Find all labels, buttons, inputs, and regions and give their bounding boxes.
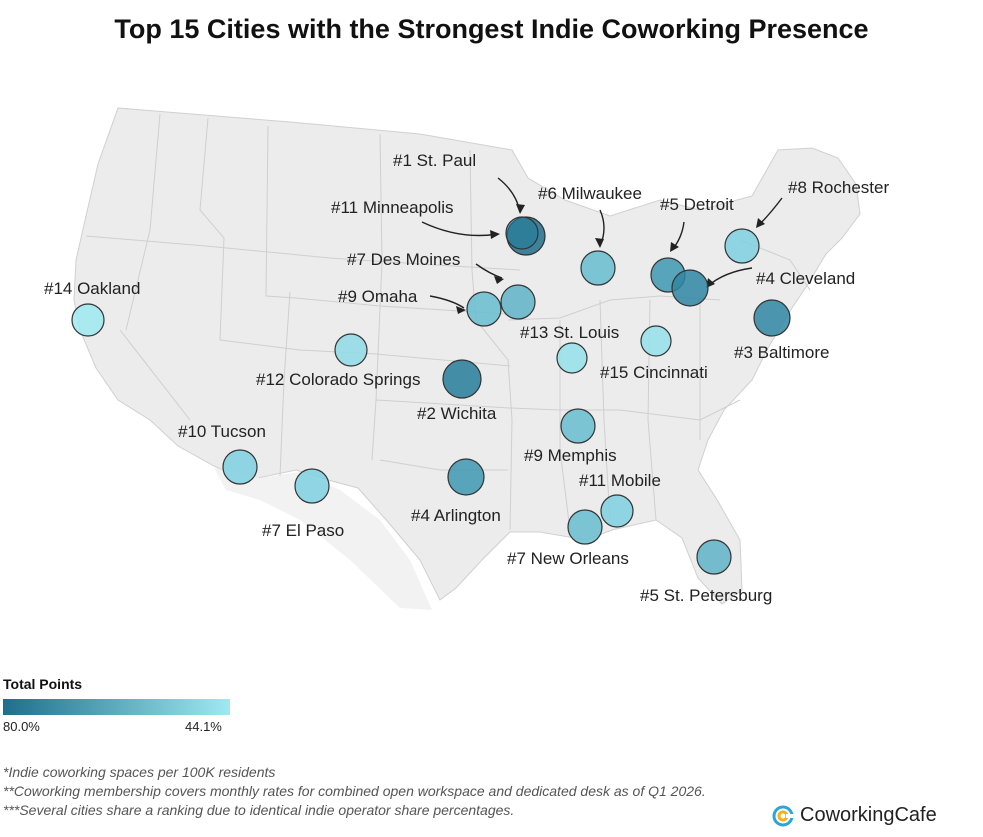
mexico-landmass xyxy=(214,468,432,610)
bubble-oakland xyxy=(71,303,105,337)
label-memphis: #9 Memphis xyxy=(524,446,617,465)
arrow-omaha xyxy=(429,295,465,309)
bubble-cleveland xyxy=(671,269,709,307)
label-des-moines: #7 Des Moines xyxy=(347,250,460,269)
legend-title: Total Points xyxy=(3,676,83,692)
label-milwaukee: #6 Milwaukee xyxy=(538,184,642,203)
label-mobile: #11 Mobile xyxy=(579,471,661,490)
bubble-des-moines xyxy=(500,284,536,320)
label-baltimore: #3 Baltimore xyxy=(734,343,829,362)
bubble-mobile xyxy=(600,494,634,528)
label-cleveland: #4 Cleveland xyxy=(756,269,855,288)
city-labels: #1 St. Paul #11 Minneapolis #6 Milwaukee… xyxy=(44,151,889,605)
label-el-paso: #7 El Paso xyxy=(262,521,344,540)
bubble-rochester xyxy=(724,228,760,264)
label-st-paul: #1 St. Paul xyxy=(393,151,476,170)
bubble-minneapolis xyxy=(505,216,539,250)
bubble-el-paso xyxy=(294,468,330,504)
bubble-baltimore xyxy=(753,299,791,337)
label-omaha: #9 Omaha xyxy=(338,287,418,306)
label-colorado-springs: #12 Colorado Springs xyxy=(256,370,420,389)
label-rochester: #8 Rochester xyxy=(788,178,889,197)
bubble-new-orleans xyxy=(567,509,603,545)
chart-title: Top 15 Cities with the Strongest Indie C… xyxy=(114,14,869,44)
brand-name: CoworkingCafe xyxy=(800,804,937,826)
bubble-tucson xyxy=(222,449,258,485)
label-minneapolis: #11 Minneapolis xyxy=(331,198,454,217)
bubble-arlington xyxy=(447,458,485,496)
footnote-3: ***Several cities share a ranking due to… xyxy=(3,802,515,818)
bubble-cincinnati xyxy=(640,325,672,357)
label-tucson: #10 Tucson xyxy=(178,422,266,441)
arrow-des-moines xyxy=(475,263,503,279)
coworkingcafe-logo-icon xyxy=(772,805,794,826)
label-oakland: #14 Oakland xyxy=(44,279,140,298)
brand-logo: CoworkingCafe xyxy=(772,804,937,827)
label-detroit: #5 Detroit xyxy=(660,195,734,214)
label-arlington: #4 Arlington xyxy=(411,506,501,525)
bubble-st-louis xyxy=(556,342,588,374)
label-st-petersburg: #5 St. Petersburg xyxy=(640,586,772,605)
footnote-1: *Indie coworking spaces per 100K residen… xyxy=(3,764,276,780)
bubble-omaha xyxy=(466,291,502,327)
us-landmass xyxy=(73,107,861,605)
bubble-colorado-springs xyxy=(334,333,368,367)
legend-max-label: 44.1% xyxy=(185,719,222,734)
footnote-2: **Coworking membership covers monthly ra… xyxy=(3,783,706,799)
label-new-orleans: #7 New Orleans xyxy=(507,549,629,568)
bubble-st-petersburg xyxy=(696,539,732,575)
label-cincinnati: #15 Cincinnati xyxy=(600,363,708,382)
label-wichita: #2 Wichita xyxy=(417,404,497,423)
city-bubbles xyxy=(71,216,791,575)
bubble-wichita xyxy=(442,359,482,399)
label-st-louis: #13 St. Louis xyxy=(520,323,619,342)
legend-color-bar xyxy=(3,699,230,715)
legend-min-label: 80.0% xyxy=(3,719,40,734)
bubble-milwaukee xyxy=(580,250,616,286)
bubble-memphis xyxy=(560,408,596,444)
